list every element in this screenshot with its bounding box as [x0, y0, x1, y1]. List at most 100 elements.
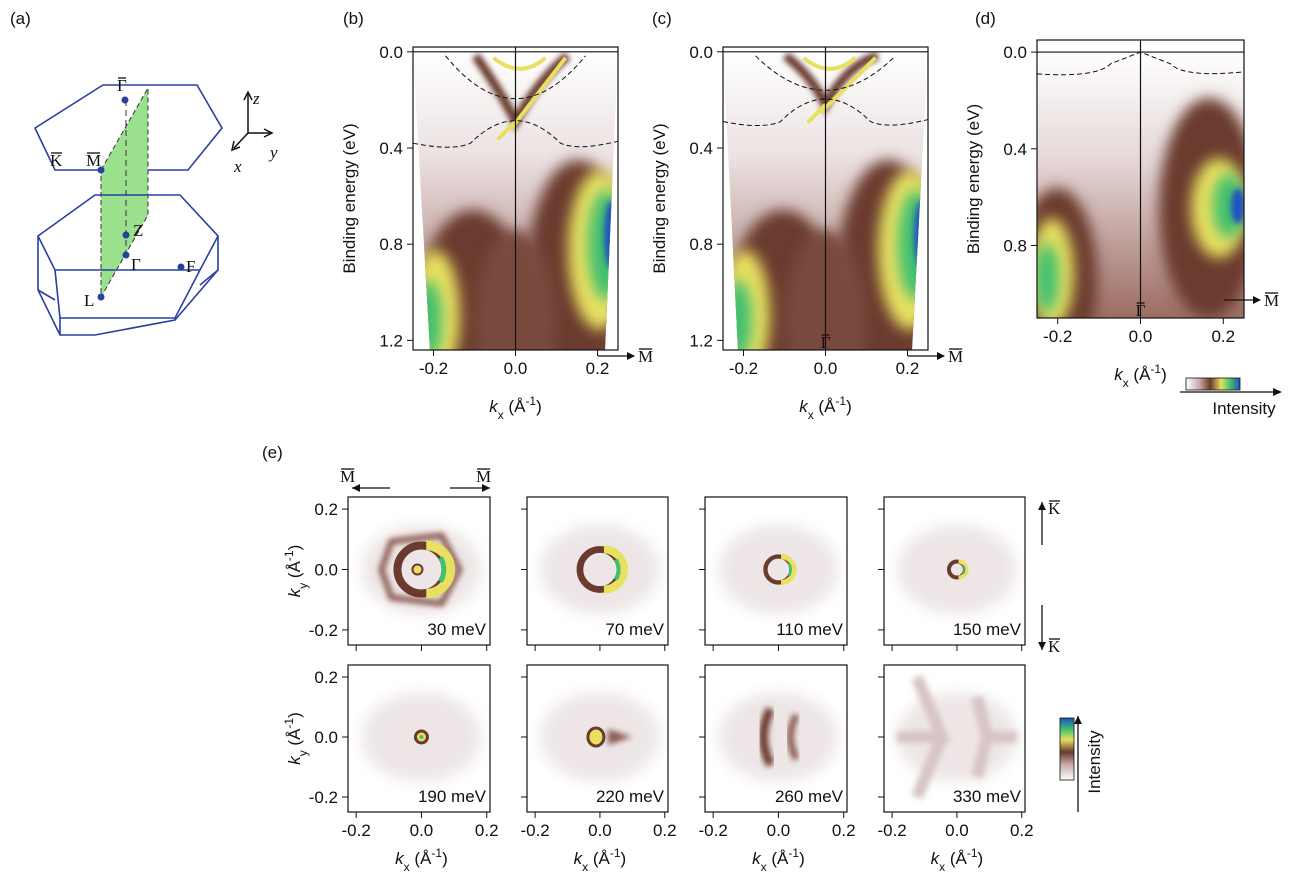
y-axis-title: Binding energy (eV)	[964, 104, 983, 254]
bz-point-label: L	[84, 291, 94, 310]
bz-point-label: F	[186, 257, 195, 276]
bz-point-label: Γ	[131, 255, 141, 274]
contour-dot	[412, 564, 422, 574]
axis-title-part: )	[621, 849, 627, 868]
energy-label: 260 meV	[775, 787, 844, 806]
panel-label: (d)	[975, 9, 996, 28]
colorbar-label: Intensity	[1212, 399, 1276, 418]
y-tick-label: 1.2	[379, 331, 403, 350]
axis-label: y	[268, 143, 278, 162]
y-tick-label: 0.0	[1003, 43, 1027, 62]
energy-label: 150 meV	[953, 620, 1022, 639]
axis-title-part: (Å	[410, 849, 432, 868]
axis-label: x	[233, 157, 242, 176]
contour-crescent	[963, 565, 964, 573]
direction-label: M	[340, 467, 355, 486]
x-tick-label: -0.2	[520, 821, 549, 840]
contour-core	[419, 735, 423, 739]
y-tick-label: 0.2	[314, 668, 338, 687]
axis-title-part: (Å	[1129, 365, 1151, 384]
direction-label: K	[1048, 499, 1061, 518]
arrow-head	[937, 352, 945, 360]
y-tick-label: 0.8	[1003, 236, 1027, 255]
axis-title-part: )	[536, 397, 542, 416]
point-label: Γ	[821, 333, 831, 352]
intensity-blob	[1035, 243, 1059, 313]
x-tick-label: -0.2	[729, 359, 758, 378]
axis-title-part: (Å	[588, 849, 610, 868]
axis-title-part: -1	[967, 846, 978, 860]
axis-title-part: -1	[835, 394, 846, 408]
energy-label: 110 meV	[776, 620, 843, 639]
direction-label: K	[1048, 637, 1061, 656]
y-tick-label: -0.2	[309, 621, 338, 640]
x-tick-label: -0.2	[699, 821, 728, 840]
axis-title: kx (Å-1)	[489, 394, 542, 422]
y-axis-title: Binding energy (eV)	[650, 123, 669, 273]
x-tick-label: -0.2	[877, 821, 906, 840]
axis-title-part: (Å	[945, 849, 967, 868]
axis-title: kx (Å-1)	[395, 846, 448, 874]
direction-label: M	[948, 347, 963, 366]
panel-label: (c)	[652, 9, 672, 28]
axis-title-part: )	[978, 849, 984, 868]
direction-label: M	[476, 467, 491, 486]
axis-title-part: (Å	[767, 849, 789, 868]
x-tick-label: -0.2	[419, 359, 448, 378]
intensity-cloud	[718, 524, 838, 614]
intensity-blob	[1231, 188, 1245, 224]
axis-title: ky (Å-1)	[282, 712, 310, 765]
y-tick-label: 0.4	[689, 139, 713, 158]
bz-point-label: Z	[133, 221, 143, 240]
energy-label: 70 meV	[605, 620, 664, 639]
axis-title-part: -1	[525, 394, 536, 408]
axis-title: ky (Å-1)	[282, 545, 310, 598]
y-tick-label: 0.8	[379, 235, 403, 254]
x-tick-label: 0.0	[410, 821, 434, 840]
y-tick-label: 1.2	[689, 331, 713, 350]
axis-title: kx (Å-1)	[574, 846, 627, 874]
colorbar	[1186, 378, 1240, 390]
x-tick-label: 0.2	[896, 359, 920, 378]
bz-point-label: M	[86, 151, 101, 170]
axis-title-part: )	[442, 849, 448, 868]
energy-label: 190 meV	[418, 787, 487, 806]
intensity-map	[897, 677, 1017, 797]
intensity-map	[1017, 52, 1259, 368]
x-tick-label: 0.0	[814, 359, 838, 378]
y-tick-label: 0.0	[689, 43, 713, 62]
axis-title-part: )	[1161, 365, 1167, 384]
axis-title-part: )	[799, 849, 805, 868]
y-tick-label: 0.2	[314, 500, 338, 519]
panel-label: (a)	[10, 9, 31, 28]
bz-point-label: Γ	[117, 76, 127, 95]
colorbar	[1060, 718, 1074, 780]
axis-title-part: (Å	[285, 728, 304, 750]
axis-title-part: -1	[282, 550, 296, 561]
point-label: Γ	[1136, 301, 1146, 320]
intensity-map	[361, 692, 481, 782]
arrow-head	[1038, 502, 1046, 510]
y-tick-label: 0.0	[379, 43, 403, 62]
axis-title-part: -1	[788, 846, 799, 860]
y-tick-label: 0.8	[689, 235, 713, 254]
intensity-map	[718, 524, 838, 614]
contour-dot	[588, 728, 604, 746]
arrow-head	[1253, 296, 1261, 304]
axis-title-part: (Å	[504, 397, 526, 416]
axis-title: kx (Å-1)	[1114, 362, 1167, 390]
bz-point-label: K	[50, 151, 63, 170]
intensity-map	[718, 692, 838, 782]
panel-label: (e)	[262, 443, 283, 462]
arrow-head	[1074, 716, 1082, 724]
intensity-cloud	[897, 524, 1017, 614]
axis-title-part: -1	[610, 846, 621, 860]
x-tick-label: 0.0	[588, 821, 612, 840]
brillouin-zone	[35, 85, 272, 335]
y-tick-label: 0.0	[314, 728, 338, 747]
axis-title-part: )	[285, 545, 304, 551]
intensity-map	[540, 692, 660, 782]
axis-title: kx (Å-1)	[799, 394, 852, 422]
x-tick-label: 0.2	[586, 359, 610, 378]
axis-title-part: (Å	[285, 560, 304, 582]
